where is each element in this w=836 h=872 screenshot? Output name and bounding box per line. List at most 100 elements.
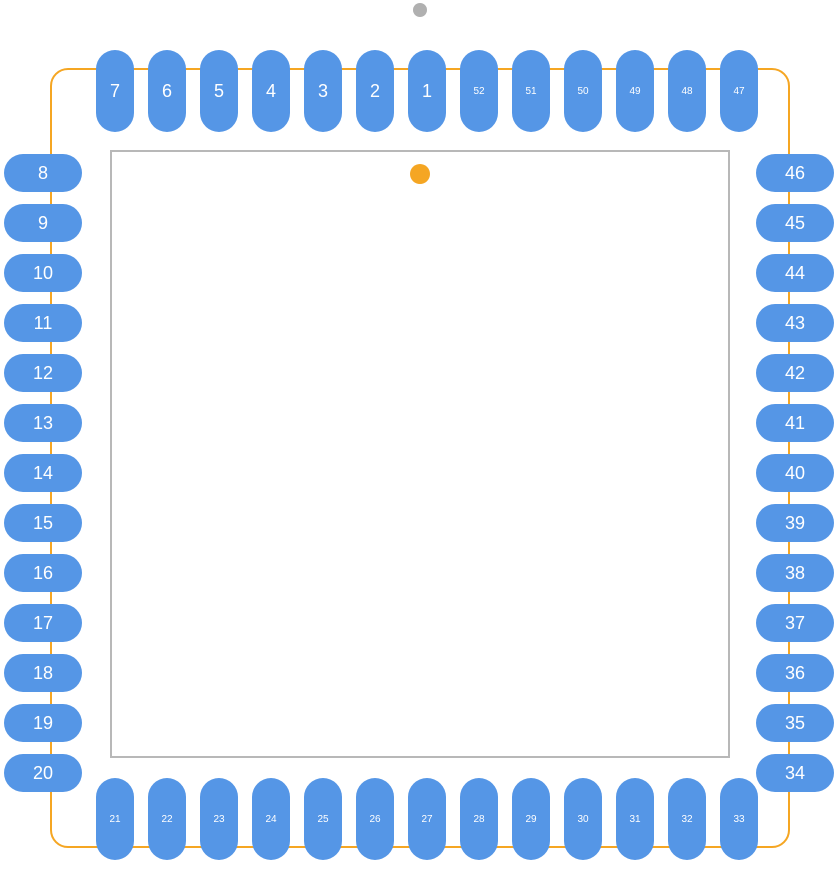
pin-label: 8 <box>38 163 48 184</box>
pin1-indicator-icon <box>410 164 430 184</box>
pin-label: 9 <box>38 213 48 234</box>
pin-14: 14 <box>4 454 82 492</box>
pin-label: 51 <box>525 86 536 97</box>
pin-2: 2 <box>356 50 394 132</box>
pin-label: 14 <box>33 463 53 484</box>
pin-15: 15 <box>4 504 82 542</box>
pin-label: 2 <box>370 81 380 102</box>
pin-label: 6 <box>162 81 172 102</box>
pin-20: 20 <box>4 754 82 792</box>
pin-label: 17 <box>33 613 53 634</box>
pin-label: 22 <box>161 814 172 825</box>
die-outline <box>110 150 730 758</box>
pin-label: 28 <box>473 814 484 825</box>
pin-label: 49 <box>629 86 640 97</box>
pin-label: 33 <box>733 814 744 825</box>
pin-label: 32 <box>681 814 692 825</box>
pin-label: 39 <box>785 513 805 534</box>
pin-52: 52 <box>460 50 498 132</box>
pin-label: 15 <box>33 513 53 534</box>
pin-label: 27 <box>421 814 432 825</box>
pin-48: 48 <box>668 50 706 132</box>
pin-25: 25 <box>304 778 342 860</box>
pin-13: 13 <box>4 404 82 442</box>
pin-29: 29 <box>512 778 550 860</box>
pin-40: 40 <box>756 454 834 492</box>
pin-label: 1 <box>422 81 432 102</box>
pin-7: 7 <box>96 50 134 132</box>
pin-34: 34 <box>756 754 834 792</box>
pin-12: 12 <box>4 354 82 392</box>
pin-50: 50 <box>564 50 602 132</box>
pin-28: 28 <box>460 778 498 860</box>
pin-46: 46 <box>756 154 834 192</box>
pin-label: 31 <box>629 814 640 825</box>
pin-17: 17 <box>4 604 82 642</box>
pin-label: 3 <box>318 81 328 102</box>
pin-label: 18 <box>33 663 53 684</box>
pin-38: 38 <box>756 554 834 592</box>
pin-label: 7 <box>110 81 120 102</box>
pin-37: 37 <box>756 604 834 642</box>
pin-label: 10 <box>33 263 53 284</box>
pin-32: 32 <box>668 778 706 860</box>
pin-4: 4 <box>252 50 290 132</box>
pin-label: 46 <box>785 163 805 184</box>
pin-label: 40 <box>785 463 805 484</box>
pin-21: 21 <box>96 778 134 860</box>
pin-label: 13 <box>33 413 53 434</box>
orientation-marker-icon <box>413 3 427 17</box>
pin-41: 41 <box>756 404 834 442</box>
pin-16: 16 <box>4 554 82 592</box>
pin-47: 47 <box>720 50 758 132</box>
pin-33: 33 <box>720 778 758 860</box>
pin-label: 19 <box>33 713 53 734</box>
pin-35: 35 <box>756 704 834 742</box>
pin-label: 16 <box>33 563 53 584</box>
pin-22: 22 <box>148 778 186 860</box>
pin-label: 45 <box>785 213 805 234</box>
pin-42: 42 <box>756 354 834 392</box>
pin-1: 1 <box>408 50 446 132</box>
pin-19: 19 <box>4 704 82 742</box>
pin-label: 20 <box>33 763 53 784</box>
pin-label: 11 <box>34 313 53 334</box>
pin-23: 23 <box>200 778 238 860</box>
pin-label: 41 <box>785 413 805 434</box>
pin-label: 34 <box>785 763 805 784</box>
pin-label: 36 <box>785 663 805 684</box>
pin-label: 50 <box>577 86 588 97</box>
pin-label: 37 <box>785 613 805 634</box>
pin-label: 23 <box>213 814 224 825</box>
pin-6: 6 <box>148 50 186 132</box>
pin-26: 26 <box>356 778 394 860</box>
pin-label: 5 <box>214 81 224 102</box>
pin-9: 9 <box>4 204 82 242</box>
ic-footprint-diagram: 7654321525150494847212223242526272829303… <box>0 0 836 872</box>
pin-45: 45 <box>756 204 834 242</box>
pin-36: 36 <box>756 654 834 692</box>
pin-label: 30 <box>577 814 588 825</box>
pin-label: 48 <box>681 86 692 97</box>
pin-label: 29 <box>525 814 536 825</box>
pin-30: 30 <box>564 778 602 860</box>
pin-label: 47 <box>733 86 744 97</box>
pin-label: 44 <box>785 263 805 284</box>
pin-label: 26 <box>369 814 380 825</box>
pin-31: 31 <box>616 778 654 860</box>
pin-label: 25 <box>317 814 328 825</box>
pin-5: 5 <box>200 50 238 132</box>
pin-label: 42 <box>785 363 805 384</box>
pin-10: 10 <box>4 254 82 292</box>
pin-44: 44 <box>756 254 834 292</box>
pin-8: 8 <box>4 154 82 192</box>
pin-label: 52 <box>473 86 484 97</box>
pin-label: 24 <box>265 814 276 825</box>
pin-label: 43 <box>785 313 805 334</box>
pin-51: 51 <box>512 50 550 132</box>
pin-11: 11 <box>4 304 82 342</box>
pin-43: 43 <box>756 304 834 342</box>
pin-24: 24 <box>252 778 290 860</box>
pin-49: 49 <box>616 50 654 132</box>
pin-18: 18 <box>4 654 82 692</box>
